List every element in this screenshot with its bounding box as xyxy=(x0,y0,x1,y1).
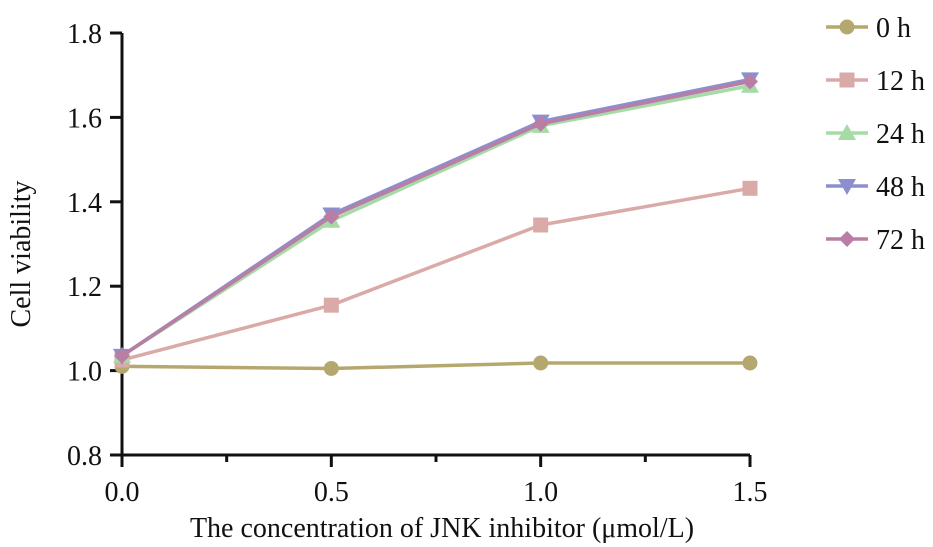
data-point-1-2 xyxy=(533,217,549,233)
x-tick-label-2: 1.0 xyxy=(523,477,558,508)
y-tick-label-3: 1.4 xyxy=(67,188,102,219)
legend-marker-0 xyxy=(839,19,855,35)
legend-item-3: 48 h xyxy=(826,172,925,203)
x-axis-title: The concentration of JNK inhibitor (μmol… xyxy=(190,513,694,544)
axes: 0.8 1.0 1.2 1.4 1.6 1.8 0.0 0.5 1.0 1.5 The concen… xyxy=(6,19,768,544)
data-point-1-1 xyxy=(323,297,339,313)
data-point-4-2 xyxy=(532,115,549,132)
series-line-2 xyxy=(121,84,751,358)
legend-label-3: 48 h xyxy=(876,172,925,203)
legend-label-4: 72 h xyxy=(876,225,925,256)
series-24h xyxy=(113,76,759,363)
legend-marker-4 xyxy=(839,231,855,247)
y-tick-label-0: 0.8 xyxy=(67,441,102,472)
legend-item-2: 24 h xyxy=(826,119,925,150)
series-line-3 xyxy=(121,77,751,358)
y-tick-label-5: 1.8 xyxy=(67,19,102,50)
legend-item-0: 0 h xyxy=(826,13,911,44)
legend-label-0: 0 h xyxy=(876,13,911,44)
data-point-4-3 xyxy=(742,73,758,90)
x-tick-label-3: 1.5 xyxy=(733,477,768,508)
y-tick-label-2: 1.2 xyxy=(67,272,102,303)
legend-marker-2 xyxy=(838,124,856,140)
y-axis-title: Cell viability xyxy=(6,181,37,328)
y-tick-label-1: 1.0 xyxy=(67,357,102,388)
legend-label-2: 24 h xyxy=(876,119,925,150)
legend-item-4: 72 h xyxy=(826,225,925,256)
x-tick-label-0: 0.0 xyxy=(105,477,140,508)
series-line-4 xyxy=(121,79,751,358)
data-point-4-1 xyxy=(323,208,340,225)
x-tick-label-1: 0.5 xyxy=(314,477,349,508)
legend-label-1: 12 h xyxy=(876,66,925,97)
series-0h xyxy=(114,355,758,376)
series-48h xyxy=(113,72,759,365)
series-line-0 xyxy=(121,361,750,371)
legend-marker-1 xyxy=(839,72,855,88)
legend-item-1: 12 h xyxy=(826,66,925,97)
series-line-1 xyxy=(121,186,751,362)
data-point-4-0 xyxy=(114,347,130,364)
series-72h xyxy=(114,73,758,364)
data-point-0-1 xyxy=(323,360,339,376)
plot-area xyxy=(113,72,759,376)
data-point-1-3 xyxy=(742,180,758,196)
data-point-0-3 xyxy=(742,355,758,371)
y-tick-label-4: 1.6 xyxy=(67,103,102,134)
data-point-0-2 xyxy=(533,355,549,371)
series-12h xyxy=(114,180,758,368)
legend: 0 h 12 h 24 h 48 h 72 h xyxy=(826,13,925,256)
legend-marker-3 xyxy=(838,179,856,195)
